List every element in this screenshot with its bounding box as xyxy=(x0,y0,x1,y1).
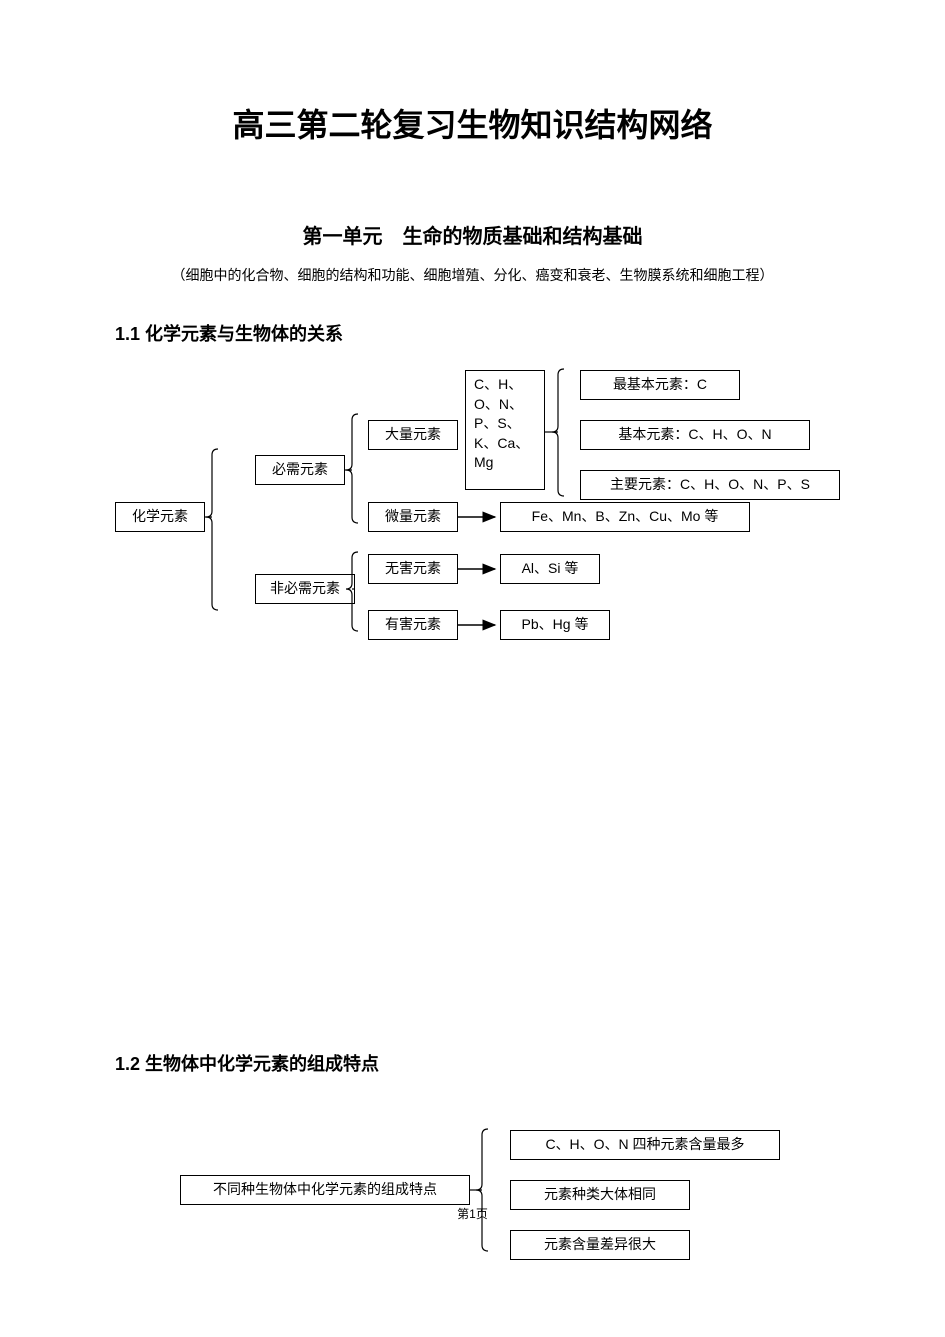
node-micro-list: Fe、Mn、B、Zn、Cu、Mo 等 xyxy=(500,502,750,532)
node-harmful-list: Pb、Hg 等 xyxy=(500,610,610,640)
node-macro-list: C、H、O、N、P、S、K、Ca、Mg xyxy=(465,370,545,490)
document-page: 高三第二轮复习生物知识结构网络 第一单元 生命的物质基础和结构基础 （细胞中的化… xyxy=(0,0,945,1337)
node2-child-2: 元素含量差异很大 xyxy=(510,1230,690,1260)
node-root: 化学元素 xyxy=(115,502,205,532)
node-micro: 微量元素 xyxy=(368,502,458,532)
page-title: 高三第二轮复习生物知识结构网络 xyxy=(0,100,945,146)
node-macro: 大量元素 xyxy=(368,420,458,450)
node-harmless-list: Al、Si 等 xyxy=(500,554,600,584)
node-harmful: 有害元素 xyxy=(368,610,458,640)
node2-child-0: C、H、O、N 四种元素含量最多 xyxy=(510,1130,780,1160)
node-essential: 必需元素 xyxy=(255,455,345,485)
node-main: 主要元素：C、H、O、N、P、S xyxy=(580,470,840,500)
node-basic: 基本元素：C、H、O、N xyxy=(580,420,810,450)
node2-root: 不同种生物体中化学元素的组成特点 xyxy=(180,1175,470,1205)
diagram-2-connectors xyxy=(0,0,945,1337)
section-1-2-title: 1.2 生物体中化学元素的组成特点 xyxy=(115,1050,379,1076)
node-most-basic: 最基本元素：C xyxy=(580,370,740,400)
unit-title: 第一单元 生命的物质基础和结构基础 xyxy=(0,220,945,249)
unit-subtitle: （细胞中的化合物、细胞的结构和功能、细胞增殖、分化、癌变和衰老、生物膜系统和细胞… xyxy=(0,265,945,285)
diagram-1-connectors xyxy=(0,0,945,1337)
section-1-1-title: 1.1 化学元素与生物体的关系 xyxy=(115,320,343,346)
node-nonessential: 非必需元素 xyxy=(255,574,355,604)
page-footer: 第1页 xyxy=(0,1205,945,1222)
node-harmless: 无害元素 xyxy=(368,554,458,584)
